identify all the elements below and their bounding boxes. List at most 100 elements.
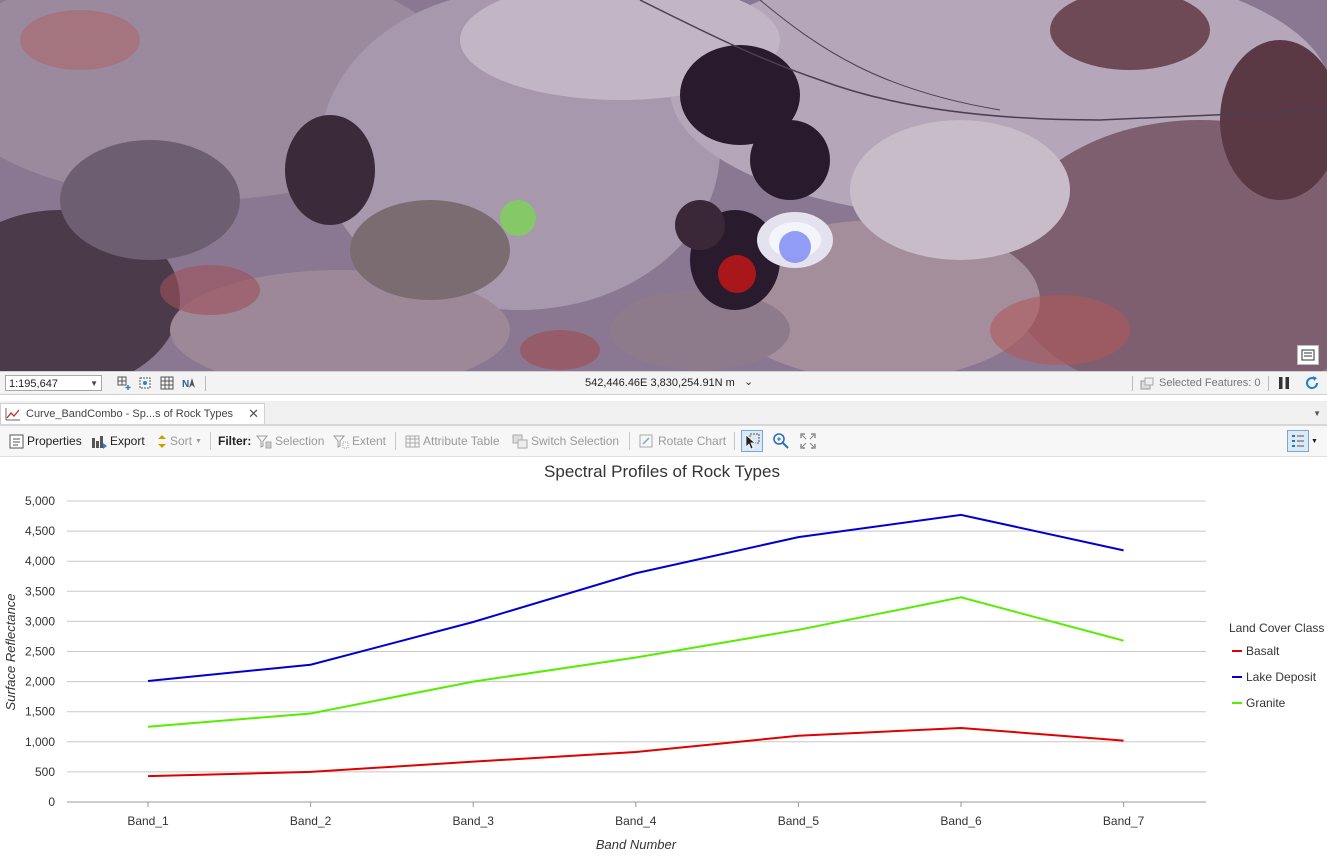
y-tick-label: 1,500 xyxy=(25,705,55,719)
data-point[interactable] xyxy=(795,534,801,540)
legend-options-chevron-icon[interactable]: ▼ xyxy=(1311,437,1318,445)
tab-chart-view[interactable]: Curve_BandCombo - Sp...s of Rock Types ✕ xyxy=(0,403,265,424)
snapping-icon[interactable] xyxy=(138,376,152,390)
data-point[interactable] xyxy=(470,679,476,685)
close-icon[interactable]: ✕ xyxy=(248,406,259,421)
refresh-icon[interactable] xyxy=(1304,375,1320,391)
scale-selector[interactable]: 1:195,647 ▼ xyxy=(5,375,102,391)
tab-list-chevron-icon[interactable]: ▼ xyxy=(1313,409,1321,418)
filter-extent-button[interactable]: Extent xyxy=(333,426,386,456)
y-axis-label: Surface Reflectance xyxy=(3,593,18,710)
y-tick-label: 3,000 xyxy=(25,614,55,628)
x-tick-label: Band_1 xyxy=(127,814,169,828)
filter-selection-button[interactable]: Selection xyxy=(256,426,324,456)
data-point[interactable] xyxy=(958,725,964,731)
toolbar-separator xyxy=(210,432,211,450)
x-tick-label: Band_6 xyxy=(940,814,982,828)
filter-extent-label: Extent xyxy=(352,434,387,448)
data-point[interactable] xyxy=(1121,738,1127,744)
table-icon xyxy=(405,435,420,448)
data-point[interactable] xyxy=(308,769,314,775)
switch-selection-button[interactable]: Switch Selection xyxy=(512,426,619,456)
layers-icon xyxy=(1301,349,1315,361)
filter-extent-icon xyxy=(333,434,349,449)
data-point[interactable] xyxy=(145,678,151,684)
zoom-button[interactable] xyxy=(772,426,790,456)
data-point[interactable] xyxy=(795,627,801,633)
series-line-lake-deposit[interactable] xyxy=(147,513,1124,682)
y-tick-label: 3,500 xyxy=(25,584,55,598)
export-button[interactable]: Export xyxy=(91,426,145,456)
data-point[interactable] xyxy=(470,619,476,625)
switch-selection-label: Switch Selection xyxy=(531,434,620,448)
legend-icon xyxy=(1292,435,1304,447)
data-point[interactable] xyxy=(633,655,639,661)
data-point[interactable] xyxy=(145,724,151,730)
status-separator xyxy=(205,376,206,391)
view-tab-row: Curve_BandCombo - Sp...s of Rock Types ✕… xyxy=(0,401,1327,426)
select-tool-button[interactable] xyxy=(741,430,763,452)
properties-label: Properties xyxy=(27,434,82,448)
grid-add-icon[interactable] xyxy=(117,376,131,390)
svg-text:N: N xyxy=(182,379,189,390)
filter-selection-label: Selection xyxy=(275,434,325,448)
cursor-coordinates: 542,446.46E 3,830,254.91N m xyxy=(585,377,735,389)
rotate-chart-label: Rotate Chart xyxy=(658,434,727,448)
data-point[interactable] xyxy=(795,733,801,739)
granite-sample-point[interactable] xyxy=(500,200,536,236)
coordinate-format-chevron-icon[interactable]: ⌄ xyxy=(744,376,754,388)
rotate-chart-button[interactable]: Rotate Chart xyxy=(639,426,726,456)
grid-icon[interactable] xyxy=(160,376,174,390)
rotate-chart-icon xyxy=(639,434,655,449)
basalt-sample-point[interactable] xyxy=(718,255,756,293)
data-point[interactable] xyxy=(470,759,476,765)
lake-deposit-sample-point[interactable] xyxy=(779,231,811,263)
y-axis-ticks: 0 500 1,000 1,500 2,000 2,500 3,000 3,500 4,000 4… xyxy=(25,494,55,809)
x-tick-label: Band_7 xyxy=(1103,814,1145,828)
attribute-table-button[interactable]: Attribute Table xyxy=(405,426,500,456)
selected-features-icon xyxy=(1140,377,1154,390)
data-point[interactable] xyxy=(308,711,314,717)
data-point[interactable] xyxy=(958,594,964,600)
y-tick-label: 2,500 xyxy=(25,645,55,659)
x-axis-label: Band Number xyxy=(596,837,677,852)
x-tick-label: Band_4 xyxy=(615,814,657,828)
export-icon xyxy=(91,434,107,449)
legend-item-label: Lake Deposit xyxy=(1246,670,1317,684)
sort-button[interactable]: Sort ▼ xyxy=(157,426,202,456)
line-chart-icon xyxy=(5,408,20,421)
pause-icon[interactable] xyxy=(1277,376,1291,390)
map-view[interactable] xyxy=(0,0,1327,371)
scale-value: 1:195,647 xyxy=(9,378,58,390)
properties-button[interactable]: Properties xyxy=(9,426,82,456)
full-extent-icon xyxy=(800,433,816,449)
status-separator xyxy=(1268,376,1269,391)
series-line-granite[interactable] xyxy=(147,596,1124,728)
north-arrow-icon[interactable]: N xyxy=(182,376,196,390)
data-point[interactable] xyxy=(1121,547,1127,553)
chart-panel[interactable]: Spectral Profiles of Rock Types 0 500 1,00… xyxy=(0,457,1327,854)
series-line-basalt[interactable] xyxy=(147,726,1124,778)
data-point[interactable] xyxy=(145,773,151,779)
sort-chevron-icon: ▼ xyxy=(195,437,202,445)
data-point[interactable] xyxy=(633,570,639,576)
tab-title: Curve_BandCombo - Sp...s of Rock Types xyxy=(26,408,234,420)
data-point[interactable] xyxy=(958,512,964,518)
y-tick-label: 0 xyxy=(48,795,55,809)
x-tick-label: Band_2 xyxy=(290,814,332,828)
legend[interactable]: Land Cover Class Basalt Lake Deposit Grani… xyxy=(1229,621,1324,710)
y-tick-label: 5,000 xyxy=(25,494,55,508)
legend-toggle-button[interactable] xyxy=(1287,430,1309,452)
toolbar-separator xyxy=(395,432,396,450)
data-point[interactable] xyxy=(633,749,639,755)
full-extent-button[interactable] xyxy=(799,426,817,456)
chevron-down-icon: ▼ xyxy=(90,379,98,388)
data-point[interactable] xyxy=(308,662,314,668)
sort-label: Sort xyxy=(170,434,193,448)
legend-item-label: Granite xyxy=(1246,696,1286,710)
data-point[interactable] xyxy=(1121,638,1127,644)
selected-features-count: Selected Features: 0 xyxy=(1159,377,1261,389)
map-options-button[interactable] xyxy=(1297,345,1319,365)
data-series[interactable] xyxy=(145,512,1127,779)
chart-title: Spectral Profiles of Rock Types xyxy=(544,462,780,481)
